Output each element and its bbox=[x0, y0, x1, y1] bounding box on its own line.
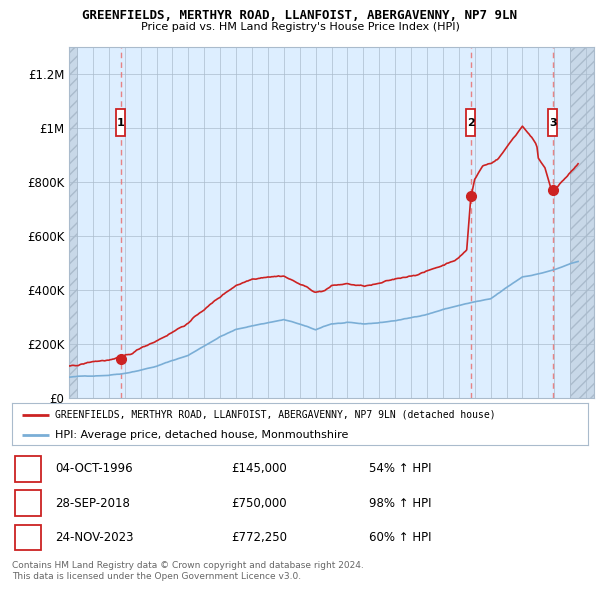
Bar bbox=[570, 20, 594, 398]
Text: 2: 2 bbox=[24, 497, 32, 510]
Text: 1: 1 bbox=[117, 118, 125, 128]
Text: 04-OCT-1996: 04-OCT-1996 bbox=[55, 463, 133, 476]
Text: £772,250: £772,250 bbox=[231, 531, 287, 544]
Text: 1: 1 bbox=[24, 463, 32, 476]
Text: GREENFIELDS, MERTHYR ROAD, LLANFOIST, ABERGAVENNY, NP7 9LN (detached house): GREENFIELDS, MERTHYR ROAD, LLANFOIST, AB… bbox=[55, 410, 496, 420]
Text: 54% ↑ HPI: 54% ↑ HPI bbox=[369, 463, 431, 476]
Text: 28-SEP-2018: 28-SEP-2018 bbox=[55, 497, 130, 510]
Bar bbox=[570, 20, 594, 398]
Text: 60% ↑ HPI: 60% ↑ HPI bbox=[369, 531, 431, 544]
FancyBboxPatch shape bbox=[548, 109, 557, 136]
FancyBboxPatch shape bbox=[116, 109, 125, 136]
Text: 24-NOV-2023: 24-NOV-2023 bbox=[55, 531, 134, 544]
Text: This data is licensed under the Open Government Licence v3.0.: This data is licensed under the Open Gov… bbox=[12, 572, 301, 581]
Text: GREENFIELDS, MERTHYR ROAD, LLANFOIST, ABERGAVENNY, NP7 9LN: GREENFIELDS, MERTHYR ROAD, LLANFOIST, AB… bbox=[83, 9, 517, 22]
Text: 3: 3 bbox=[24, 531, 32, 544]
Bar bbox=[69, 20, 77, 398]
Text: Price paid vs. HM Land Registry's House Price Index (HPI): Price paid vs. HM Land Registry's House … bbox=[140, 22, 460, 32]
FancyBboxPatch shape bbox=[15, 456, 41, 481]
FancyBboxPatch shape bbox=[15, 490, 41, 516]
FancyBboxPatch shape bbox=[466, 109, 475, 136]
Text: £145,000: £145,000 bbox=[231, 463, 287, 476]
Text: 3: 3 bbox=[549, 118, 556, 128]
Text: Contains HM Land Registry data © Crown copyright and database right 2024.: Contains HM Land Registry data © Crown c… bbox=[12, 560, 364, 569]
FancyBboxPatch shape bbox=[15, 525, 41, 550]
Text: 98% ↑ HPI: 98% ↑ HPI bbox=[369, 497, 431, 510]
Text: 2: 2 bbox=[467, 118, 475, 128]
Text: HPI: Average price, detached house, Monmouthshire: HPI: Average price, detached house, Monm… bbox=[55, 430, 349, 440]
Text: £750,000: £750,000 bbox=[231, 497, 287, 510]
Bar bbox=[69, 20, 77, 398]
